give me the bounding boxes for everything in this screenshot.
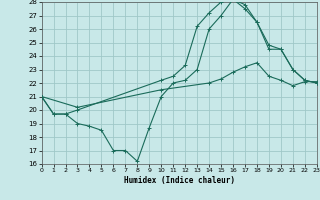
X-axis label: Humidex (Indice chaleur): Humidex (Indice chaleur)	[124, 176, 235, 185]
